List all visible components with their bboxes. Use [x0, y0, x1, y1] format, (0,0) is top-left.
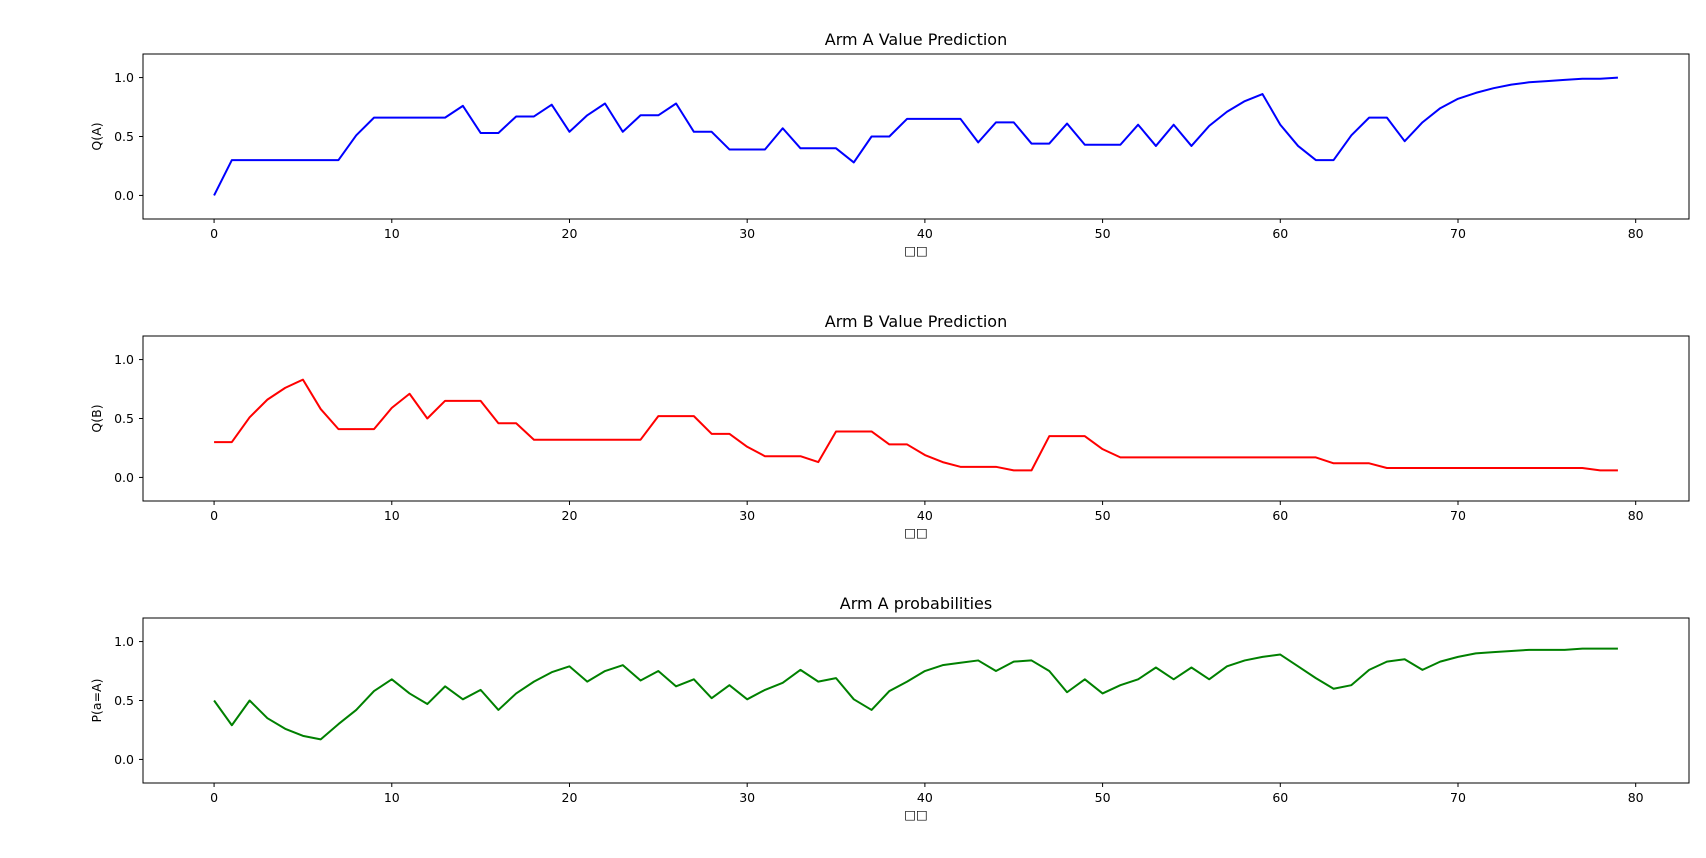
series-line: [213, 76, 1618, 196]
x-tick-label: 80: [1628, 226, 1644, 241]
x-tick-label: 70: [1450, 508, 1466, 523]
x-tick-label: 40: [917, 790, 933, 805]
y-tick-label: 0.0: [114, 470, 134, 485]
subplot-2: Arm B Value Prediction 0 10 20 30 40 50 60 70 80 0…: [89, 312, 1690, 540]
y-tick-label: 1.0: [114, 352, 134, 367]
x-tick-label: 0: [210, 508, 218, 523]
y-tick-label: 0.5: [114, 411, 134, 426]
series-line: [213, 647, 1618, 741]
series-line: [214, 378, 1618, 472]
x-axis-label: □□: [904, 243, 928, 258]
x-tick-label: 0: [210, 790, 218, 805]
y-tick-label: 1.0: [114, 634, 134, 649]
x-tick-label: 70: [1450, 226, 1466, 241]
x-tick-label: 20: [562, 508, 578, 523]
x-axis-label: □□: [904, 525, 928, 540]
subplot-1: Arm A Value Prediction 0 10 20 30 40 50 60 70 80 0…: [89, 30, 1690, 258]
y-axis-label: P(a=A): [89, 679, 104, 723]
x-tick-label: 50: [1095, 790, 1111, 805]
y-axis-label: Q(A): [89, 122, 104, 150]
x-tick-label: 10: [384, 226, 400, 241]
y-tick-label: 0.0: [114, 752, 134, 767]
x-axis-label: □□: [904, 807, 928, 822]
x-tick-label: 60: [1272, 508, 1288, 523]
x-tick-label: 10: [384, 790, 400, 805]
y-tick-label: 0.5: [114, 129, 134, 144]
x-tick-label: 30: [739, 226, 755, 241]
y-tick-label: 0.0: [114, 188, 134, 203]
x-tick-label: 80: [1628, 790, 1644, 805]
x-tick-label: 70: [1450, 790, 1466, 805]
x-tick-label: 40: [917, 226, 933, 241]
x-tick-label: 60: [1272, 226, 1288, 241]
x-tick-label: 10: [384, 508, 400, 523]
x-tick-label: 20: [562, 790, 578, 805]
x-tick-label: 0: [210, 226, 218, 241]
subplot-title: Arm A Value Prediction: [825, 30, 1007, 49]
y-tick-label: 1.0: [114, 70, 134, 85]
x-tick-label: 30: [739, 508, 755, 523]
y-axis-label: Q(B): [89, 404, 104, 432]
subplot-title: Arm B Value Prediction: [825, 312, 1007, 331]
x-tick-label: 50: [1095, 508, 1111, 523]
x-tick-label: 20: [562, 226, 578, 241]
x-tick-label: 50: [1095, 226, 1111, 241]
subplot-3: Arm A probabilities 0 10 20 30 40 50 60 70 80 0.0 0…: [89, 594, 1690, 822]
y-tick-label: 0.5: [114, 693, 134, 708]
subplot-title: Arm A probabilities: [840, 594, 992, 613]
x-tick-label: 80: [1628, 508, 1644, 523]
x-tick-label: 60: [1272, 790, 1288, 805]
x-tick-label: 40: [917, 508, 933, 523]
x-tick-label: 30: [739, 790, 755, 805]
